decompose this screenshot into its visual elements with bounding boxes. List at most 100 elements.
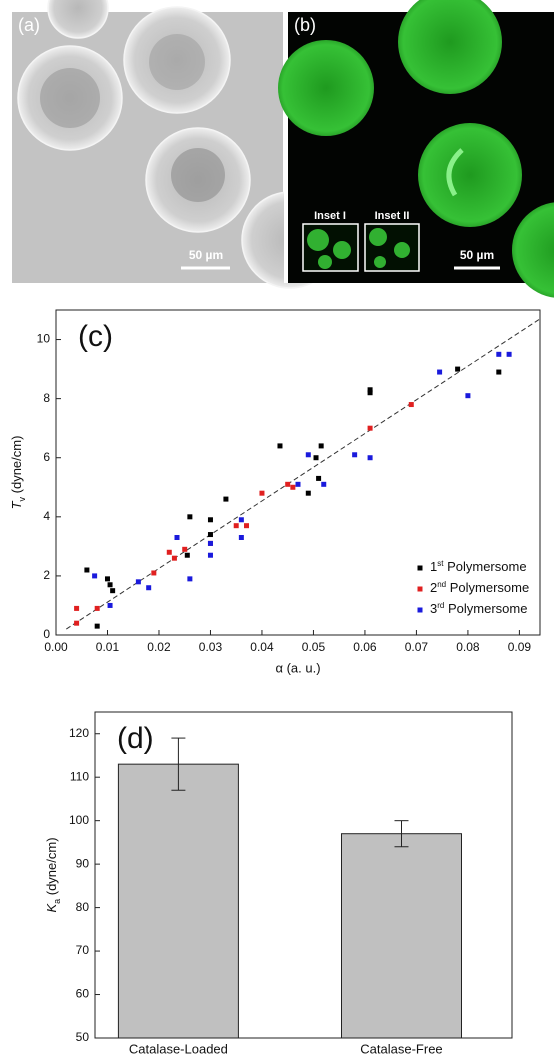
- inset-label: Inset I: [314, 210, 346, 222]
- x-tick-label: 0.09: [508, 640, 532, 654]
- fit-line: [66, 318, 541, 630]
- data-point: [496, 369, 502, 375]
- y-tick-label: 2: [43, 568, 50, 582]
- y-tick-label: 0: [43, 627, 50, 641]
- data-point: [207, 540, 213, 546]
- legend-label: 3rd Polymersome: [430, 601, 527, 617]
- data-point: [244, 523, 250, 529]
- data-point: [259, 490, 265, 496]
- data-point: [352, 452, 358, 458]
- x-tick-label: 0.03: [199, 640, 223, 654]
- data-point: [318, 443, 324, 449]
- data-point: [94, 623, 100, 629]
- bar: [117, 763, 239, 1039]
- data-point: [146, 585, 152, 591]
- data-point: [465, 393, 471, 399]
- data-point: [151, 570, 157, 576]
- data-point: [84, 567, 90, 573]
- data-point: [437, 369, 443, 375]
- x-tick-label: Catalase-Free: [360, 1041, 442, 1056]
- inset-label: Inset II: [375, 210, 410, 222]
- data-point: [135, 579, 141, 585]
- x-tick-label: Catalase-Loaded: [129, 1041, 228, 1056]
- y-axis-label: Tv (dyne/cm): [9, 436, 27, 510]
- data-point: [313, 455, 319, 461]
- plot-frame: [55, 309, 541, 636]
- data-point: [367, 390, 373, 396]
- panel-label: (c): [78, 320, 113, 353]
- bar: [340, 833, 462, 1039]
- data-point: [295, 481, 301, 487]
- scale-bar-label: 50 µm: [460, 248, 494, 262]
- data-point: [367, 387, 373, 393]
- data-point: [187, 576, 193, 582]
- data-point: [316, 475, 322, 481]
- data-point: [506, 351, 512, 357]
- data-point: [74, 620, 80, 626]
- x-tick-label: 0.08: [456, 640, 480, 654]
- plot-frame: [94, 711, 513, 1039]
- y-tick-label: 80: [76, 900, 90, 914]
- data-point: [182, 546, 188, 552]
- scale-bar-label: 50 µm: [189, 248, 223, 262]
- legend-label: 1st Polymersome: [430, 559, 527, 575]
- data-point: [321, 481, 327, 487]
- data-point: [238, 517, 244, 523]
- y-tick-label: 4: [43, 509, 50, 523]
- data-point: [367, 425, 373, 431]
- data-point: [184, 552, 190, 558]
- data-point: [92, 573, 98, 579]
- y-tick-label: 60: [76, 987, 90, 1001]
- data-point: [367, 455, 373, 461]
- data-point: [107, 582, 113, 588]
- data-point: [305, 490, 311, 496]
- x-tick-label: 0.04: [250, 640, 274, 654]
- data-point: [223, 496, 229, 502]
- data-point: [107, 602, 113, 608]
- y-tick-label: 50: [76, 1030, 90, 1044]
- y-tick-label: 10: [37, 332, 51, 346]
- data-point: [305, 452, 311, 458]
- legend-marker: [417, 607, 423, 613]
- x-tick-label: 0.02: [147, 640, 171, 654]
- data-point: [174, 535, 180, 540]
- data-point: [207, 532, 213, 538]
- data-point: [110, 588, 116, 594]
- panel-label: (a): [18, 15, 40, 35]
- legend-label: 2nd Polymersome: [430, 580, 529, 596]
- y-tick-label: 6: [43, 450, 50, 464]
- micrograph-a: (a) 50 µm: [12, 0, 339, 289]
- y-tick-label: 8: [43, 391, 50, 405]
- data-point: [171, 555, 177, 561]
- x-tick-label: 0.07: [405, 640, 429, 654]
- data-point: [207, 552, 213, 558]
- data-point: [408, 402, 414, 408]
- y-tick-label: 100: [69, 813, 89, 827]
- data-point: [455, 366, 461, 372]
- data-point: [104, 576, 110, 582]
- x-axis-label: α (a. u.): [275, 660, 320, 675]
- data-point: [207, 517, 213, 523]
- data-point: [74, 605, 80, 611]
- data-point: [277, 443, 283, 449]
- data-point: [187, 514, 193, 520]
- data-point: [285, 481, 291, 487]
- micrograph-b: (b) Inset I Inset II 50 µm: [278, 0, 554, 298]
- legend-marker: [417, 565, 423, 571]
- y-tick-label: 70: [76, 943, 90, 957]
- y-tick-label: 90: [76, 856, 90, 870]
- panel-label: (d): [117, 722, 154, 755]
- data-point: [233, 523, 239, 529]
- data-point: [238, 535, 244, 540]
- data-point: [166, 549, 172, 555]
- x-tick-label: 0.00: [44, 640, 68, 654]
- x-tick-label: 0.05: [302, 640, 326, 654]
- panel-label: (b): [294, 15, 316, 35]
- legend-marker: [417, 586, 423, 592]
- y-tick-label: 110: [70, 769, 89, 783]
- data-point: [94, 605, 100, 611]
- x-tick-label: 0.01: [96, 640, 120, 654]
- data-point: [290, 484, 296, 490]
- data-point: [496, 351, 502, 357]
